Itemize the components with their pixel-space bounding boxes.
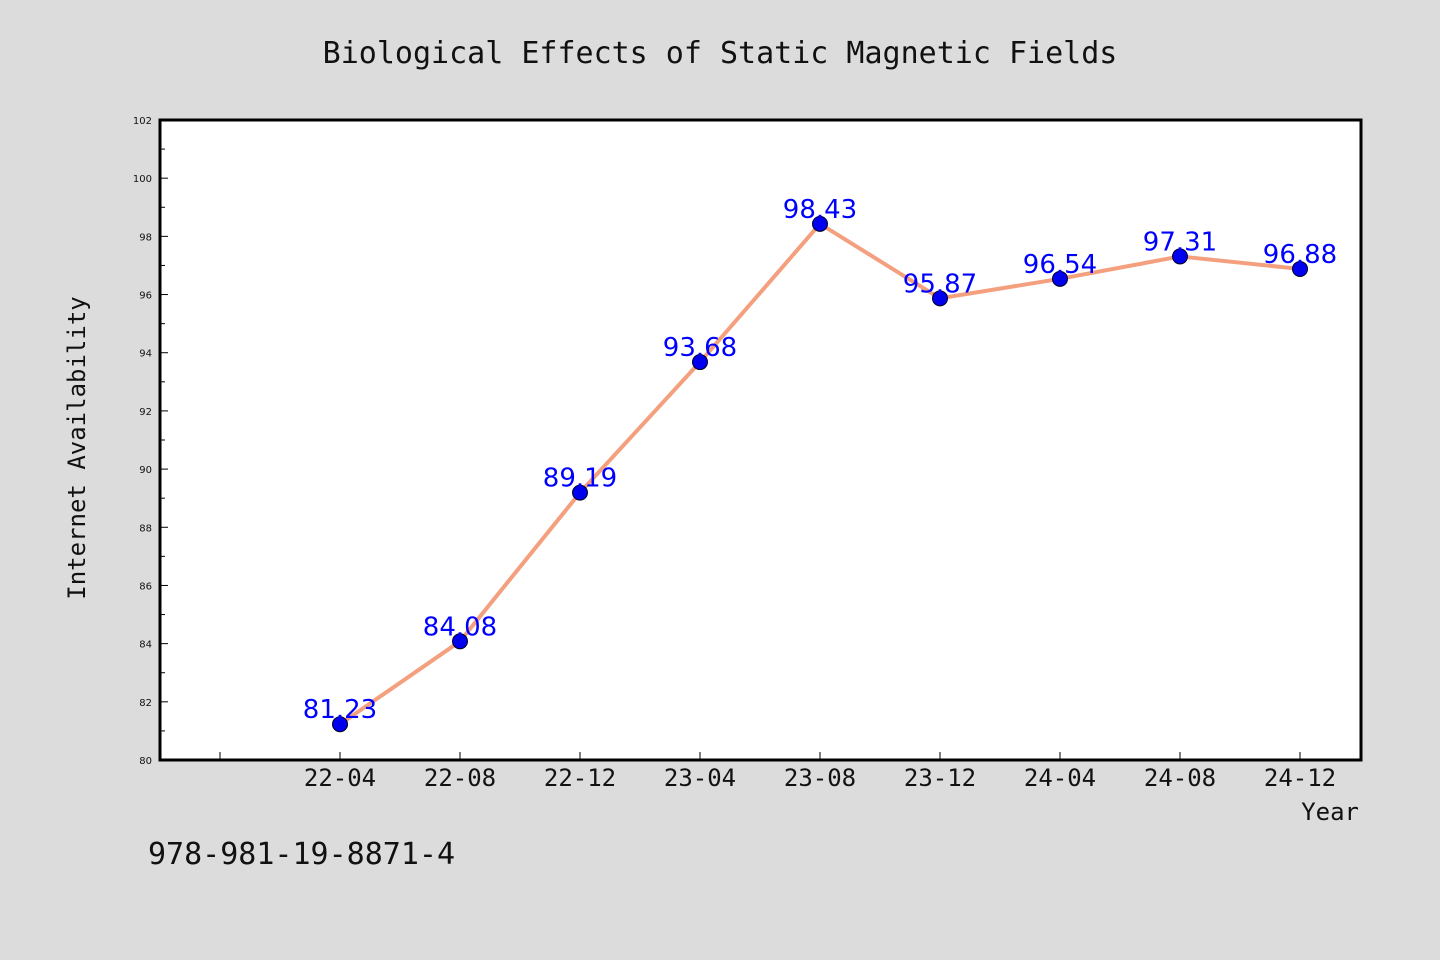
x-axis: 22-04 22-08 22-12 23-04 23-08 23-12 24-04 24-08… [219,752,1336,792]
data-label: 96.54 [1023,250,1097,280]
x-tick-label: 22-12 [544,764,616,792]
y-tick-label: 96 [139,291,152,302]
y-tick-label: 94 [139,349,152,360]
data-labels: 81.23 84.08 89.19 93.68 98.43 95.87 96.54 97.31… [303,195,1337,725]
data-label: 98.43 [783,195,857,225]
x-axis-label: Year [1301,798,1359,826]
data-label: 84.08 [423,612,497,642]
y-tick-label: 90 [139,465,152,476]
y-tick-label: 82 [139,698,152,709]
y-tick-label: 84 [139,640,152,651]
data-label: 96.88 [1263,240,1337,270]
data-label: 81.23 [303,695,377,725]
data-point [1172,248,1188,265]
data-point [812,215,828,232]
y-tick-label: 80 [139,756,152,767]
data-point [452,633,468,650]
x-tick-label: 22-04 [304,764,376,792]
y-tick-label: 98 [139,232,152,243]
data-point [332,716,348,733]
y-tick-label: 88 [139,523,152,534]
x-tick-label: 22-08 [424,764,496,792]
data-label: 89.19 [543,464,617,494]
data-label: 97.31 [1143,227,1217,257]
y-tick-label: 100 [133,174,152,185]
plot-area [160,120,1361,760]
x-tick-label: 23-12 [904,764,976,792]
x-tick-label: 23-08 [784,764,856,792]
x-tick-label: 24-08 [1144,764,1216,792]
data-point [1292,260,1308,277]
chart-title: Biological Effects of Static Magnetic Fi… [323,36,1118,71]
footnote-isbn: 978-981-19-8871-4 [148,837,455,872]
x-tick-label: 24-12 [1264,764,1336,792]
data-point [932,290,948,307]
y-axis: 80 82 84 86 88 90 92 94 96 98 100 102 [133,116,168,767]
plot-frame [158,118,1363,762]
data-point [692,354,708,371]
x-tick-label: 24-04 [1024,764,1096,792]
y-tick-label: 86 [139,581,152,592]
data-label: 93.68 [663,333,737,363]
data-point [1052,270,1068,287]
data-point [572,484,588,501]
y-axis-label: Internet Availability [63,296,91,599]
y-tick-label: 102 [133,116,152,127]
series-markers [332,215,1308,733]
x-tick-label: 23-04 [664,764,736,792]
data-label: 95.87 [903,269,977,299]
y-tick-label: 92 [139,407,152,418]
